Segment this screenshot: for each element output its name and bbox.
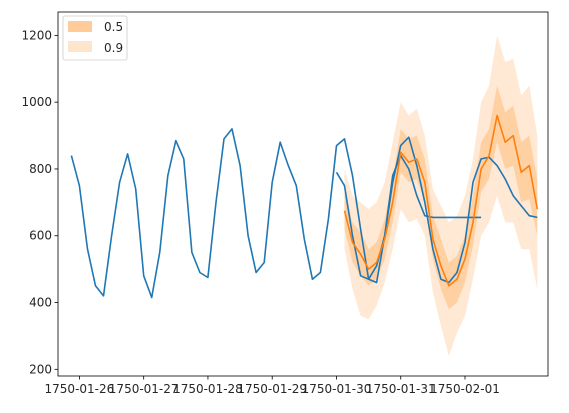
band-0-9 — [344, 35, 538, 357]
x-tick-label: 1750-01-30 — [302, 382, 372, 396]
y-tick-label: 1000 — [21, 95, 52, 109]
series-line-observed-0 — [70, 128, 482, 299]
quantile-bands — [344, 35, 538, 357]
x-tick-label: 1750-01-27 — [109, 382, 179, 396]
series-line-forecast-2 — [343, 114, 539, 287]
band-0-5 — [344, 85, 538, 310]
x-tick-label: 1750-01-28 — [173, 382, 243, 396]
y-tick-label: 600 — [29, 229, 52, 243]
x-tick-label: 1750-01-26 — [45, 382, 115, 396]
legend-swatch-0 — [68, 21, 92, 32]
y-tick-label: 1200 — [21, 28, 52, 42]
x-tick-label: 1750-01-29 — [237, 382, 307, 396]
y-tick-label: 200 — [29, 362, 52, 376]
legend-label-0: 0.5 — [104, 20, 123, 34]
legend: 0.5 0.9 — [62, 15, 128, 61]
x-tick-label: 1750-02-01 — [430, 382, 500, 396]
y-axis: 200 400 600 800 1000 1200 — [21, 28, 58, 376]
y-tick-label: 800 — [29, 162, 52, 176]
series-lines — [70, 114, 539, 299]
x-tick-label: 1750-01-31 — [366, 382, 436, 396]
y-tick-label: 400 — [29, 296, 52, 310]
plot-area-frame — [57, 11, 549, 377]
legend-swatch-1 — [68, 41, 92, 52]
x-axis: 1750-01-261750-01-271750-01-281750-01-29… — [45, 376, 500, 396]
series-line-observed-1 — [335, 136, 538, 284]
legend-label-1: 0.9 — [104, 41, 123, 55]
